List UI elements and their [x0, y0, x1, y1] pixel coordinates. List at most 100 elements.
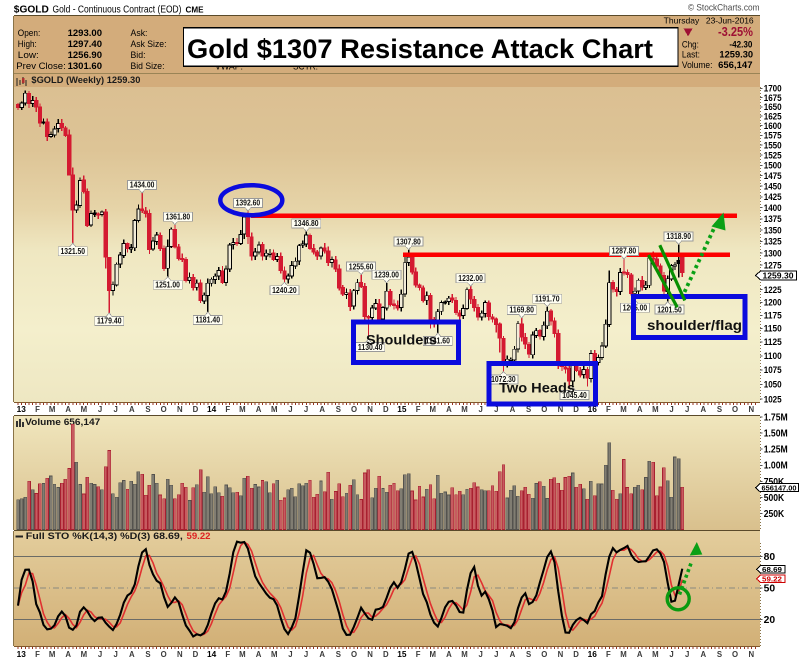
svg-text:M: M [461, 405, 468, 414]
svg-text:A: A [129, 650, 135, 659]
svg-text:J: J [685, 650, 689, 659]
svg-text:O: O [351, 650, 357, 659]
svg-text:Ask Size:: Ask Size: [131, 39, 167, 49]
svg-text:S: S [336, 405, 341, 414]
svg-text:N: N [558, 405, 564, 414]
svg-text:A: A [700, 650, 706, 659]
svg-text:A: A [446, 405, 452, 414]
svg-text:15: 15 [397, 649, 407, 659]
svg-text:1318.90: 1318.90 [666, 232, 691, 241]
svg-text:1100: 1100 [764, 351, 782, 361]
svg-text:1361.80: 1361.80 [166, 212, 191, 221]
svg-text:O: O [541, 405, 547, 414]
svg-text:S: S [336, 650, 341, 659]
svg-text:50: 50 [764, 584, 776, 595]
svg-text:J: J [669, 405, 673, 414]
svg-text:Gold $1307 Resistance Attack C: Gold $1307 Resistance Attack Chart [187, 34, 653, 64]
svg-text:1.00M: 1.00M [764, 461, 788, 472]
svg-text:F: F [225, 405, 230, 414]
svg-text:A: A [446, 650, 452, 659]
svg-text:1301.60: 1301.60 [68, 61, 102, 71]
svg-text:1200: 1200 [764, 298, 782, 308]
svg-text:M: M [239, 405, 246, 414]
svg-text:1321.50: 1321.50 [61, 247, 86, 256]
svg-text:-42.30: -42.30 [729, 39, 752, 49]
svg-text:J: J [114, 650, 118, 659]
svg-text:1600: 1600 [764, 121, 782, 131]
svg-text:J: J [494, 650, 498, 659]
svg-text:A: A [256, 405, 262, 414]
svg-text:A: A [510, 650, 516, 659]
svg-text:1025: 1025 [764, 394, 782, 404]
svg-text:1225: 1225 [764, 285, 782, 295]
svg-text:1575: 1575 [764, 131, 782, 141]
svg-text:F: F [606, 405, 611, 414]
svg-text:S: S [145, 650, 150, 659]
svg-text:A: A [700, 405, 706, 414]
svg-text:M: M [81, 405, 88, 414]
svg-text:1500: 1500 [764, 161, 782, 171]
svg-text:14: 14 [207, 404, 217, 414]
svg-text:Thursday 23-Jun-2016: Thursday 23-Jun-2016 [664, 15, 754, 25]
svg-text:1350: 1350 [764, 225, 782, 235]
svg-text:1191.70: 1191.70 [535, 294, 560, 303]
svg-text:A: A [129, 405, 135, 414]
svg-text:J: J [685, 405, 689, 414]
svg-text:Shoulders: Shoulders [366, 333, 437, 348]
svg-text:1275: 1275 [764, 260, 782, 270]
svg-text:1375: 1375 [764, 214, 782, 224]
svg-text:80: 80 [764, 552, 776, 563]
svg-text:F: F [416, 650, 421, 659]
svg-text:Prev Close:: Prev Close: [16, 61, 66, 71]
svg-text:D: D [573, 650, 579, 659]
svg-text:20: 20 [764, 615, 776, 626]
svg-text:1392.60: 1392.60 [236, 199, 261, 208]
svg-text:1130.40: 1130.40 [358, 343, 383, 352]
svg-text:N: N [177, 650, 183, 659]
svg-text:D: D [193, 650, 199, 659]
svg-text:1300: 1300 [764, 248, 782, 258]
svg-text:D: D [383, 650, 389, 659]
svg-text:Volume 656,147: Volume 656,147 [25, 417, 100, 427]
svg-text:S: S [526, 650, 531, 659]
svg-text:Chg:: Chg: [682, 39, 699, 49]
svg-text:1475: 1475 [764, 171, 782, 181]
svg-text:1259.30: 1259.30 [763, 270, 794, 280]
svg-text:J: J [98, 405, 102, 414]
svg-text:13: 13 [17, 404, 27, 414]
svg-text:A: A [319, 405, 325, 414]
svg-text:68.69: 68.69 [762, 565, 782, 574]
svg-text:1287.80: 1287.80 [612, 247, 637, 256]
svg-text:S: S [145, 405, 150, 414]
svg-text:Gold - Continuous Contract (EO: Gold - Continuous Contract (EOD) [53, 5, 182, 16]
svg-text:M: M [49, 405, 56, 414]
svg-text:1256.90: 1256.90 [68, 50, 102, 60]
svg-text:J: J [288, 650, 292, 659]
svg-text:59.22: 59.22 [187, 531, 211, 541]
svg-text:M: M [49, 650, 56, 659]
svg-text:M: M [429, 650, 436, 659]
svg-text:F: F [416, 405, 421, 414]
svg-text:59.22: 59.22 [762, 574, 782, 583]
svg-text:1293.00: 1293.00 [68, 28, 102, 38]
svg-text:250K: 250K [764, 509, 785, 520]
svg-text:N: N [748, 405, 754, 414]
svg-text:656147.00: 656147.00 [762, 483, 797, 492]
svg-text:750K: 750K [764, 477, 785, 488]
svg-text:F: F [35, 405, 40, 414]
svg-text:J: J [288, 405, 292, 414]
svg-text:CME: CME [186, 6, 205, 15]
svg-text:High:: High: [18, 39, 37, 49]
svg-text:1434.00: 1434.00 [130, 181, 155, 190]
svg-text:1255.60: 1255.60 [349, 262, 374, 271]
svg-text:J: J [114, 405, 118, 414]
svg-text:A: A [256, 650, 262, 659]
svg-text:F: F [606, 650, 611, 659]
svg-text:J: J [304, 650, 308, 659]
svg-text:Low:: Low: [18, 50, 39, 60]
svg-text:15: 15 [397, 404, 407, 414]
svg-text:Bid:: Bid: [131, 50, 146, 60]
svg-text:1050: 1050 [764, 380, 782, 390]
svg-text:S: S [526, 405, 531, 414]
svg-text:shoulder/flag: shoulder/flag [647, 318, 742, 333]
